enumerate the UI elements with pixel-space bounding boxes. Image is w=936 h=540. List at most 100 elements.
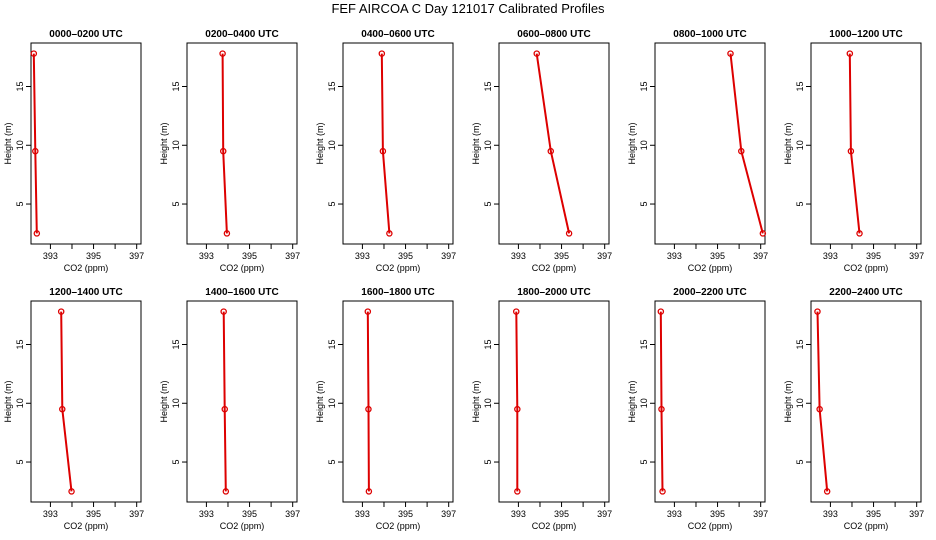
y-tick-label: 10 <box>327 398 337 408</box>
profile-line <box>60 311 73 492</box>
x-axis-label: CO2 (ppm) <box>220 263 265 273</box>
plot-frame <box>654 300 766 503</box>
x-tick-label: 395 <box>866 251 881 261</box>
x-tick-label: 397 <box>441 251 456 261</box>
x-tick-label: 395 <box>86 251 101 261</box>
y-axis-label: Height (m) <box>471 380 481 422</box>
y-tick-label: 15 <box>327 81 337 91</box>
x-tick-label: 393 <box>511 251 526 261</box>
panel-title: 0800–1000 UTC <box>673 29 746 40</box>
y-tick-label: 10 <box>171 398 181 408</box>
y-tick-label: 10 <box>171 140 181 150</box>
panel-title: 1600–1800 UTC <box>361 287 434 298</box>
x-tick-label: 395 <box>242 509 257 519</box>
x-tick-label: 393 <box>43 251 58 261</box>
y-tick-label: 5 <box>483 202 493 207</box>
x-tick-label: 397 <box>441 509 456 519</box>
x-axis-label: CO2 (ppm) <box>376 521 421 531</box>
data-point <box>659 488 666 495</box>
plot-frame <box>810 42 922 245</box>
profile-line <box>848 53 861 234</box>
data-point <box>219 147 227 155</box>
y-tick-label: 15 <box>639 339 649 349</box>
data-point <box>68 488 75 495</box>
x-tick-label: 393 <box>511 509 526 519</box>
y-axis-label: Height (m) <box>315 380 325 422</box>
profile-line <box>380 53 391 234</box>
y-tick-label: 10 <box>639 140 649 150</box>
y-tick-label: 15 <box>795 339 805 349</box>
data-point <box>59 405 66 413</box>
plot-frame <box>30 42 142 245</box>
y-tick-label: 15 <box>171 339 181 349</box>
x-tick-label: 393 <box>199 251 214 261</box>
data-point <box>565 230 573 237</box>
x-tick-label: 395 <box>242 251 257 261</box>
x-tick-label: 395 <box>398 509 413 519</box>
data-point <box>386 230 393 237</box>
panel-title: 1400–1600 UTC <box>205 287 278 298</box>
x-axis-label: CO2 (ppm) <box>532 521 577 531</box>
plot-frame <box>186 42 298 245</box>
profile-line <box>32 53 38 234</box>
x-tick-label: 395 <box>710 251 725 261</box>
y-axis-label: Height (m) <box>627 380 637 422</box>
y-tick-label: 10 <box>327 140 337 150</box>
panel-title: 2200–2400 UTC <box>829 287 902 298</box>
profile-line <box>222 311 227 492</box>
profile-line <box>535 53 571 234</box>
data-point <box>658 405 665 413</box>
plot-frame <box>810 300 922 503</box>
x-axis-label: CO2 (ppm) <box>64 263 109 273</box>
y-tick-label: 5 <box>327 460 337 465</box>
data-point <box>222 488 230 495</box>
data-point <box>727 50 734 57</box>
panel-title: 0400–0600 UTC <box>361 29 434 40</box>
profile-line <box>515 311 519 492</box>
y-tick-label: 5 <box>15 202 25 207</box>
panel-title: 0000–0200 UTC <box>49 29 122 40</box>
plot-frame <box>654 42 766 245</box>
y-axis-label: Height (m) <box>3 122 13 164</box>
data-point <box>657 308 665 315</box>
y-tick-label: 10 <box>795 140 805 150</box>
y-tick-label: 5 <box>327 202 337 207</box>
data-point <box>221 405 228 413</box>
data-point <box>219 50 226 57</box>
y-tick-label: 10 <box>795 398 805 408</box>
x-tick-label: 393 <box>667 509 682 519</box>
y-tick-label: 10 <box>15 398 25 408</box>
plot-frame <box>498 42 610 245</box>
y-tick-label: 5 <box>795 460 805 465</box>
profile-line <box>729 53 764 234</box>
x-tick-label: 393 <box>823 509 838 519</box>
panel-title: 1200–1400 UTC <box>49 287 122 298</box>
x-tick-label: 393 <box>355 251 370 261</box>
panel-title: 2000–2200 UTC <box>673 287 746 298</box>
x-tick-label: 393 <box>199 509 214 519</box>
panel-title: 1000–1200 UTC <box>829 29 902 40</box>
x-axis-label: CO2 (ppm) <box>532 263 577 273</box>
x-tick-label: 397 <box>909 251 924 261</box>
plot-frame <box>342 42 454 245</box>
data-point <box>223 230 231 237</box>
profile-line <box>366 311 370 492</box>
x-axis-label: CO2 (ppm) <box>688 521 733 531</box>
y-axis-label: Height (m) <box>783 380 793 422</box>
x-tick-label: 393 <box>43 509 58 519</box>
x-tick-label: 397 <box>753 509 768 519</box>
y-tick-label: 10 <box>483 140 493 150</box>
y-tick-label: 15 <box>483 81 493 91</box>
data-point <box>514 488 521 495</box>
x-axis-label: CO2 (ppm) <box>64 521 109 531</box>
y-axis-label: Height (m) <box>783 122 793 164</box>
y-tick-label: 5 <box>171 202 181 207</box>
y-axis-label: Height (m) <box>159 122 169 164</box>
profile-line <box>816 311 829 492</box>
profile-line <box>221 53 228 234</box>
data-point <box>533 50 540 57</box>
data-point <box>365 488 373 495</box>
x-axis-label: CO2 (ppm) <box>220 521 265 531</box>
y-tick-label: 15 <box>639 81 649 91</box>
